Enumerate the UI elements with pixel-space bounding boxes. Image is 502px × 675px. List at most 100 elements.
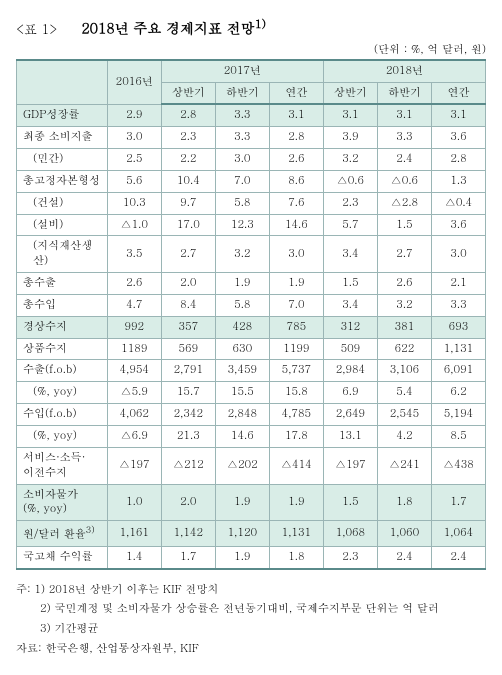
row-label: (민간) — [17, 149, 108, 171]
cell: 8.6 — [269, 170, 323, 192]
cell: 1.8 — [377, 484, 431, 521]
cell: 2.3 — [323, 192, 377, 214]
cell: 2.6 — [107, 273, 161, 295]
cell: 2.1 — [431, 273, 485, 295]
cell: 312 — [323, 316, 377, 338]
cell: 1,060 — [377, 521, 431, 547]
cell: 5.8 — [215, 294, 269, 316]
cell: 1,142 — [161, 521, 215, 547]
row-label: 총고정자본형성 — [17, 170, 108, 192]
col-2018-h1: 상반기 — [323, 82, 377, 104]
note-2: 2) 국민계정 및 소비자물가 상승률은 전년동기대비, 국제수지부문 단위는 … — [40, 599, 486, 619]
cell: 1.5 — [323, 273, 377, 295]
cell: 1.5 — [323, 484, 377, 521]
cell: 2,649 — [323, 404, 377, 426]
cell: 3.4 — [323, 236, 377, 273]
cell: 2.6 — [269, 149, 323, 171]
cell: 2.9 — [107, 104, 161, 126]
cell: 3.3 — [215, 104, 269, 126]
cell: 2.8 — [161, 104, 215, 126]
note-3: 3) 기간평균 — [40, 619, 486, 639]
cell: 2.7 — [377, 236, 431, 273]
col-2018-yr: 연간 — [431, 82, 485, 104]
footnotes: 주: 1) 2018년 상반기 이후는 KIF 전망치 2) 국민계정 및 소비… — [16, 580, 486, 659]
row-label: 총수입 — [17, 294, 108, 316]
cell: 2,545 — [377, 404, 431, 426]
cell: 3.0 — [269, 236, 323, 273]
cell: 7.6 — [269, 192, 323, 214]
cell: 21.3 — [161, 426, 215, 448]
col-2017-h1: 상반기 — [161, 82, 215, 104]
cell: 509 — [323, 338, 377, 360]
cell: 1,161 — [107, 521, 161, 547]
cell: △212 — [161, 447, 215, 484]
row-label: 최종 소비지출 — [17, 127, 108, 149]
cell: 1.5 — [377, 214, 431, 236]
unit-label: (단위 : %, 억 달러, 원) — [16, 42, 486, 57]
cell: △5.9 — [107, 382, 161, 404]
cell: 4,954 — [107, 360, 161, 382]
cell: 2.8 — [269, 127, 323, 149]
col-rowhead — [17, 60, 108, 105]
cell: 3.1 — [377, 104, 431, 126]
cell: 1.0 — [107, 484, 161, 521]
cell: 3.2 — [215, 236, 269, 273]
cell: 1,131 — [269, 521, 323, 547]
cell: 2.6 — [377, 273, 431, 295]
cell: △197 — [323, 447, 377, 484]
cell: 1.3 — [431, 170, 485, 192]
cell: 1.9 — [269, 484, 323, 521]
cell: 15.7 — [161, 382, 215, 404]
cell: 5,194 — [431, 404, 485, 426]
row-label: (건설) — [17, 192, 108, 214]
cell: △438 — [431, 447, 485, 484]
note-1: 주: 1) 2018년 상반기 이후는 KIF 전망치 — [16, 580, 486, 600]
row-label: (%, yoy) — [17, 382, 108, 404]
cell: 3.6 — [431, 127, 485, 149]
cell: 3.5 — [107, 236, 161, 273]
cell: 428 — [215, 316, 269, 338]
cell: 2,848 — [215, 404, 269, 426]
row-label: 수출(f.o.b) — [17, 360, 108, 382]
cell: 5.6 — [107, 170, 161, 192]
cell: 1,131 — [431, 338, 485, 360]
cell: 3.6 — [431, 214, 485, 236]
cell: 10.4 — [161, 170, 215, 192]
cell: 785 — [269, 316, 323, 338]
row-label: 총수출 — [17, 273, 108, 295]
cell: △2.8 — [377, 192, 431, 214]
table-title: 2018년 주요 경제지표 전망1) — [81, 16, 266, 38]
row-label: (설비) — [17, 214, 108, 236]
cell: 3.1 — [269, 104, 323, 126]
cell: 3.0 — [215, 149, 269, 171]
cell: 2,342 — [161, 404, 215, 426]
cell: 2.4 — [377, 546, 431, 568]
cell: 3,459 — [215, 360, 269, 382]
cell: 381 — [377, 316, 431, 338]
col-2016: 2016년 — [107, 60, 161, 105]
cell: 1,064 — [431, 521, 485, 547]
cell: 14.6 — [269, 214, 323, 236]
cell: 1.8 — [269, 546, 323, 568]
cell: 1,068 — [323, 521, 377, 547]
row-label: 상품수지 — [17, 338, 108, 360]
cell: 14.6 — [215, 426, 269, 448]
table-label: <표 1> — [16, 19, 57, 38]
cell: 2.3 — [161, 127, 215, 149]
cell: 3.2 — [377, 294, 431, 316]
cell: 8.4 — [161, 294, 215, 316]
cell: 693 — [431, 316, 485, 338]
row-label: 서비스·소득·이전수지 — [17, 447, 108, 484]
row-label: 원/달러 환율3) — [17, 521, 108, 547]
cell: 1.9 — [215, 273, 269, 295]
cell: △1.0 — [107, 214, 161, 236]
cell: △241 — [377, 447, 431, 484]
cell: 2.4 — [431, 546, 485, 568]
cell: △414 — [269, 447, 323, 484]
cell: 4,785 — [269, 404, 323, 426]
cell: 630 — [215, 338, 269, 360]
cell: 10.3 — [107, 192, 161, 214]
cell: 4,062 — [107, 404, 161, 426]
cell: 3.2 — [323, 149, 377, 171]
cell: 8.5 — [431, 426, 485, 448]
